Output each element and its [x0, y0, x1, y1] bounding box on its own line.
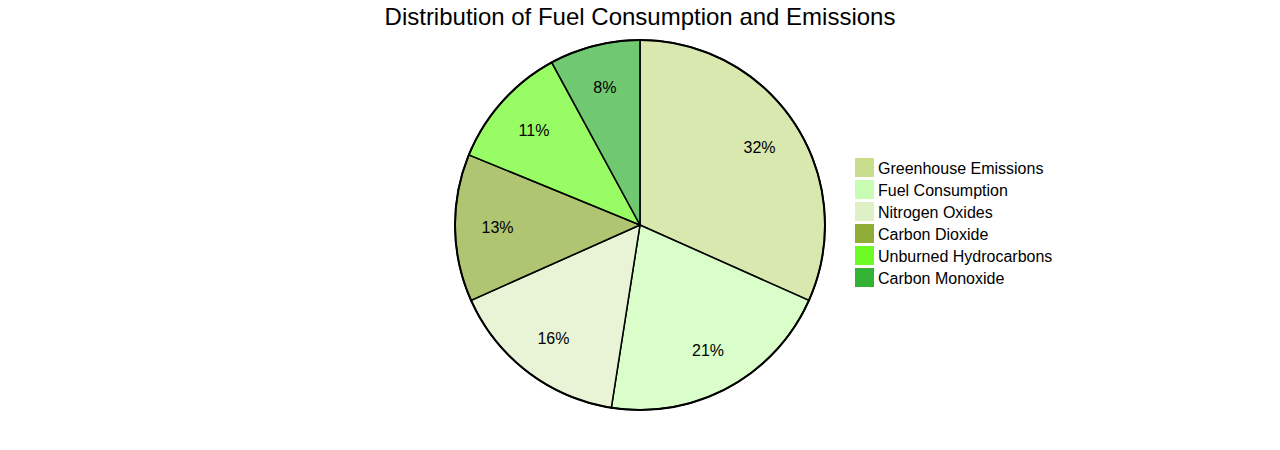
data-label: 11% — [519, 122, 550, 139]
legend-swatch — [855, 224, 874, 243]
legend-swatch — [855, 268, 874, 287]
legend-swatch — [855, 246, 874, 265]
data-label: 16% — [537, 330, 569, 347]
legend-label: Carbon Monoxide — [878, 270, 1004, 287]
legend-label: Greenhouse Emissions — [878, 160, 1043, 177]
legend-item: Unburned Hydrocarbons — [855, 246, 1052, 265]
legend-label: Carbon Dioxide — [878, 226, 988, 243]
title: Distribution of Fuel Consumption and Emi… — [385, 3, 896, 30]
legend-item: Carbon Monoxide — [855, 268, 1004, 287]
legend: Greenhouse Emissions Fuel Consumption Nitr… — [855, 158, 1052, 287]
legend-swatch — [855, 158, 874, 177]
pie-slice — [552, 40, 640, 225]
legend-label: Nitrogen Oxides — [878, 204, 993, 221]
data-label: 32% — [743, 139, 775, 156]
legend-item: Greenhouse Emissions — [855, 158, 1043, 177]
pie-outline — [455, 40, 825, 410]
legend-item: Nitrogen Oxides — [855, 202, 993, 221]
data-label: 21% — [692, 342, 724, 359]
chart: Distribution of Fuel Consumption and Emi… — [0, 0, 1280, 450]
pie: 32% 21% 16% 13% 11% 8% — [455, 40, 825, 410]
data-label: 8% — [593, 79, 616, 96]
legend-swatch — [855, 180, 874, 199]
legend-item: Fuel Consumption — [855, 180, 1008, 199]
legend-swatch — [855, 202, 874, 221]
data-label: 13% — [482, 219, 514, 236]
legend-label: Unburned Hydrocarbons — [878, 248, 1052, 265]
legend-item: Carbon Dioxide — [855, 224, 988, 243]
pie-slice — [611, 225, 809, 410]
legend-label: Fuel Consumption — [878, 182, 1008, 199]
